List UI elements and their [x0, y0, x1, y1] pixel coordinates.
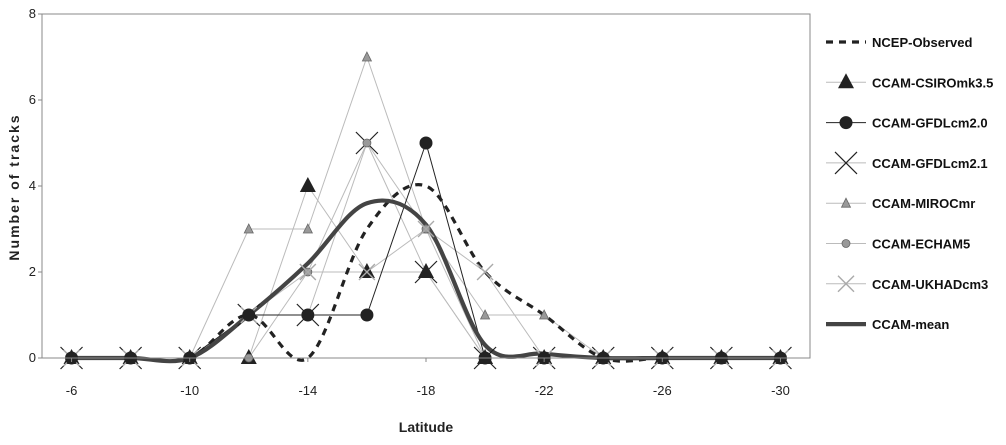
legend-entry: CCAM-GFDLcm2.1 — [826, 151, 988, 175]
legend-entry: CCAM-MIROCmr — [826, 196, 975, 211]
series-markers-2 — [63, 177, 789, 364]
legend-entry: CCAM-GFDLcm2.0 — [826, 116, 988, 131]
legend-entry: CCAM-mean — [826, 317, 949, 332]
y-tick-label: 6 — [29, 92, 36, 107]
legend-marker — [838, 73, 854, 89]
legend-label: CCAM-mean — [872, 317, 949, 332]
axes: 0 2 4 6 8 -6 -10 -14 -18 -22 -26 -30 — [29, 6, 811, 398]
data-point — [299, 263, 317, 281]
data-point — [360, 308, 374, 322]
legend: NCEP-Observed CCAM-CSIROmk3.5 CCAM-GFDLcm2… — [826, 35, 993, 332]
series-line — [71, 142, 781, 359]
x-tick-label: -18 — [417, 383, 436, 398]
legend-label: CCAM-GFDLcm2.1 — [872, 156, 988, 171]
series-line — [71, 56, 781, 359]
legend-marker — [840, 197, 852, 208]
series-6 — [71, 142, 781, 359]
x-tick-label: -22 — [535, 383, 554, 398]
data-point — [539, 309, 550, 320]
data-point — [419, 136, 433, 150]
legend-label: CCAM-GFDLcm2.0 — [872, 116, 988, 131]
data-point — [361, 51, 373, 62]
data-point — [417, 220, 435, 238]
legend-label: NCEP-Observed — [872, 35, 972, 50]
series-5 — [71, 56, 781, 359]
x-axis-title: Latitude — [399, 419, 454, 435]
data-point — [358, 263, 376, 281]
data-point — [242, 308, 256, 322]
data-point — [358, 263, 375, 278]
series-line — [71, 228, 781, 359]
x-tick-label: -10 — [180, 383, 199, 398]
series-markers-3 — [65, 136, 787, 365]
series-line — [71, 142, 781, 359]
data-point — [414, 260, 438, 284]
series-3 — [71, 142, 781, 359]
x-tick-label: -30 — [771, 383, 790, 398]
plot-frame — [41, 13, 811, 359]
series-markers-7 — [63, 220, 789, 367]
y-tick-label: 2 — [29, 264, 36, 279]
series-7 — [71, 228, 781, 359]
legend-label: CCAM-CSIROmk3.5 — [872, 75, 993, 90]
series-line — [71, 142, 781, 359]
x-tick-label: -6 — [66, 383, 78, 398]
legend-label: CCAM-ECHAM5 — [872, 237, 970, 252]
x-tick-label: -14 — [298, 383, 317, 398]
legend-marker — [841, 239, 851, 248]
legend-marker — [839, 116, 853, 130]
y-tick-label: 0 — [29, 350, 36, 365]
legend-marker — [837, 275, 855, 293]
legend-label: CCAM-MIROCmr — [872, 196, 975, 211]
data-point — [362, 138, 372, 148]
legend-marker — [834, 151, 858, 175]
plot-area — [60, 51, 792, 370]
data-point — [302, 223, 313, 234]
legend-entry: NCEP-Observed — [826, 35, 972, 50]
data-point — [243, 223, 254, 234]
series-4 — [71, 142, 781, 359]
legend-entry: CCAM-ECHAM5 — [826, 237, 970, 252]
data-point — [299, 177, 316, 192]
series-markers-5 — [66, 51, 786, 363]
y-axis-title: Number of tracks — [6, 113, 22, 260]
data-point — [476, 263, 494, 281]
data-point — [418, 263, 434, 278]
x-tick-label: -26 — [653, 383, 672, 398]
y-tick-label: 8 — [29, 6, 36, 21]
legend-label: CCAM-UKHADcm3 — [872, 277, 988, 292]
data-point — [301, 308, 315, 322]
series-markers-6 — [67, 138, 785, 363]
legend-entry: CCAM-CSIROmk3.5 — [826, 73, 993, 90]
legend-entry: CCAM-UKHADcm3 — [826, 275, 988, 293]
data-point — [479, 309, 491, 320]
series-markers-4 — [60, 131, 792, 370]
y-tick-label: 4 — [29, 178, 36, 193]
